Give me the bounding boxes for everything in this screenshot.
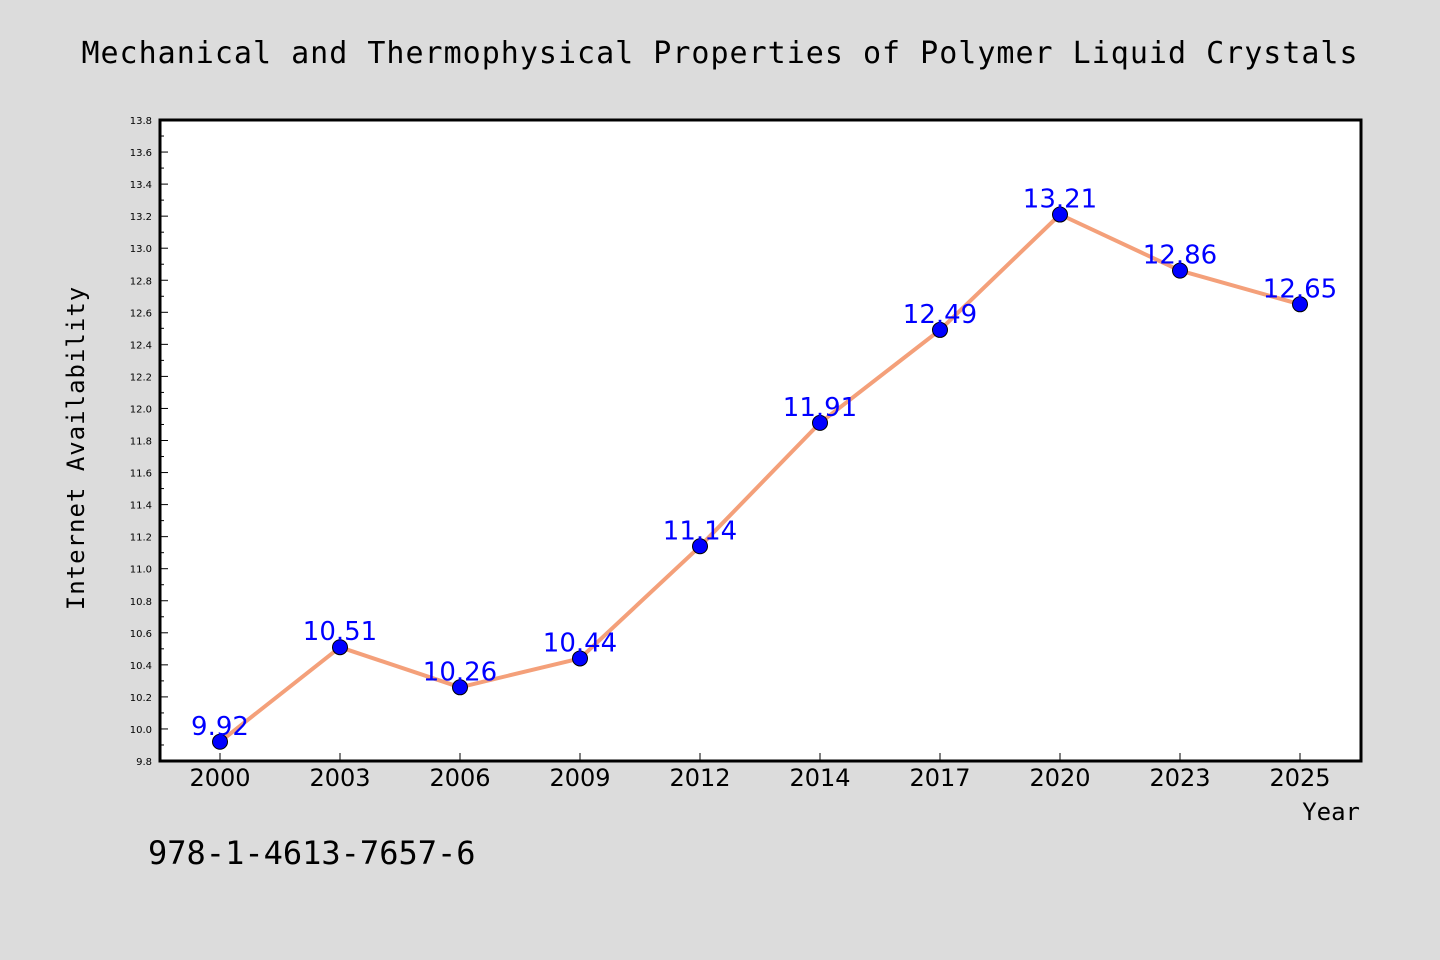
y-tick-label: 11.8: [130, 437, 152, 448]
y-tick-label: 10.8: [130, 597, 152, 608]
y-tick-label: 13.8: [130, 116, 152, 127]
y-tick-label: 11.2: [130, 533, 152, 544]
y-tick-label: 13.6: [130, 148, 152, 159]
data-label-2012: 11.14: [663, 516, 737, 546]
x-tick-label: 2020: [1029, 764, 1090, 792]
x-tick-label: 2009: [549, 764, 610, 792]
plot-frame: [158, 118, 1363, 763]
plot-area: [160, 120, 1361, 761]
series-line: [218, 212, 1301, 744]
y-tick-label: 11.0: [130, 565, 152, 576]
x-tick-label: 2003: [309, 764, 370, 792]
y-tick-label: 10.4: [130, 661, 152, 672]
x-tick-label: 2025: [1269, 764, 1330, 792]
footer-isbn: 978-1-4613-7657-6: [148, 834, 476, 872]
x-tick-label: 2000: [189, 764, 250, 792]
data-label-2023: 12.86: [1143, 241, 1217, 271]
x-axis: 2000 2003 2006 2009 2012 2014 2017 2020 2023 2025: [189, 753, 1331, 792]
series-markers: [212, 206, 1308, 750]
data-label-2009: 10.44: [543, 628, 617, 658]
data-label-2020: 13.21: [1023, 185, 1097, 215]
y-tick-label: 12.0: [130, 404, 152, 415]
y-tick-label: 12.2: [130, 372, 152, 383]
data-label-2014: 11.91: [783, 393, 857, 423]
y-tick-label: 11.6: [130, 469, 152, 480]
y-tick-label: 12.8: [130, 276, 152, 287]
data-point-2020: [1052, 206, 1068, 223]
y-tick-label: 11.4: [130, 501, 152, 512]
data-point-2006: [452, 679, 468, 696]
x-tick-label: 2017: [909, 764, 970, 792]
data-label-2025: 12.65: [1263, 274, 1337, 304]
chart-title: Mechanical and Thermophysical Properties…: [81, 36, 1358, 71]
y-axis: 9.8 10.0 10.2 10.4 10.6 10.8 11.0 11.2 11.4 11.6 1…: [130, 116, 168, 768]
y-axis-label: Internet Availability: [62, 286, 90, 610]
data-point-2017: [932, 321, 948, 338]
y-tick-label: 13.2: [130, 212, 152, 223]
y-tick-label: 10.6: [130, 629, 152, 640]
data-point-2023: [1172, 262, 1188, 279]
data-point-2014: [812, 414, 828, 431]
x-axis-label: Year: [1302, 798, 1360, 826]
x-tick-label: 2023: [1149, 764, 1210, 792]
x-tick-label: 2012: [669, 764, 730, 792]
data-label-2000: 9.92: [191, 712, 249, 742]
data-label-2006: 10.26: [423, 657, 497, 687]
y-tick-label: 12.6: [130, 308, 152, 319]
data-point-2012: [692, 538, 708, 555]
y-tick-label: 10.2: [130, 693, 152, 704]
x-tick-label: 2014: [789, 764, 850, 792]
y-tick-label: 12.4: [130, 340, 152, 351]
data-point-2009: [572, 650, 588, 667]
y-tick-label: 13.4: [130, 180, 152, 191]
data-label-2017: 12.49: [903, 300, 977, 330]
y-tick-label: 9.8: [136, 757, 152, 768]
y-tick-label: 13.0: [130, 244, 152, 255]
y-tick-label: 10.0: [130, 725, 152, 736]
x-tick-label: 2006: [429, 764, 490, 792]
data-point-2000: [212, 733, 228, 750]
data-labels: 9.92 10.51 10.26 10.44 11.14 11.91 12.49 13.21 1…: [191, 185, 1337, 742]
data-point-2003: [332, 639, 348, 656]
data-label-2003: 10.51: [303, 617, 377, 647]
data-point-2025: [1292, 296, 1308, 313]
